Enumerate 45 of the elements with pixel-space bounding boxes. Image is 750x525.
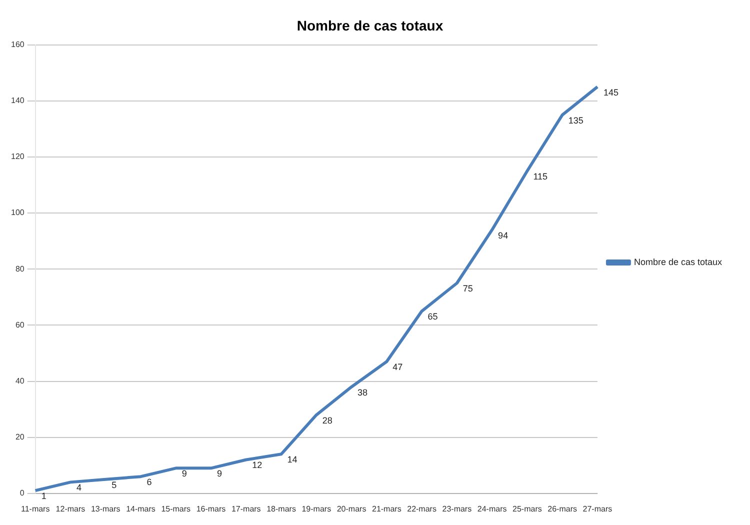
data-label: 47: [392, 362, 403, 372]
data-label: 12: [252, 460, 262, 470]
y-tick-label: 160: [10, 40, 25, 50]
x-tick-label: 24-mars: [477, 504, 507, 514]
x-tick-label: 27-mars: [582, 504, 612, 514]
y-tick-label: 100: [10, 208, 25, 218]
y-tick-label: 60: [15, 320, 25, 330]
data-label: 115: [533, 171, 548, 182]
data-label: 28: [322, 415, 332, 426]
data-label: 65: [428, 312, 438, 322]
x-tick-label: 11-mars: [20, 504, 50, 514]
data-label: 9: [217, 468, 222, 479]
x-tick-label: 23-mars: [442, 504, 472, 514]
y-tick-label: 0: [20, 488, 25, 498]
data-label: 14: [287, 454, 298, 465]
x-tick-label: 20-mars: [336, 504, 366, 514]
x-tick-label: 12-mars: [56, 504, 86, 514]
x-tick-label: 14-mars: [126, 504, 156, 514]
y-tick-label: 140: [10, 96, 25, 106]
x-tick-label: 22-mars: [407, 504, 436, 514]
y-tick-label: 80: [15, 264, 25, 274]
x-tick-label: 17-mars: [231, 504, 261, 514]
y-tick-label: 20: [15, 432, 25, 442]
data-label: 38: [358, 387, 368, 398]
x-tick-label: 25-mars: [512, 504, 542, 514]
x-tick-label: 18-mars: [266, 504, 296, 514]
x-tick-label: 16-mars: [196, 504, 226, 514]
chart-title: Nombre de cas totaux: [296, 17, 444, 34]
data-label: 94: [498, 230, 508, 240]
x-tick-label: 19-mars: [302, 504, 332, 514]
data-label: 1: [41, 491, 46, 502]
y-tick-label: 40: [15, 376, 25, 386]
data-label: 6: [146, 477, 152, 488]
data-label: 5: [112, 480, 117, 490]
x-tick-label: 21-mars: [372, 504, 402, 514]
x-tick-label: 13-mars: [90, 504, 120, 514]
x-tick-label: 15-mars: [161, 504, 191, 514]
x-tick-label: 26-mars: [548, 504, 577, 514]
y-tick-label: 120: [10, 152, 25, 162]
data-label: 9: [182, 468, 187, 479]
data-label: 135: [568, 115, 584, 126]
legend-label: Nombre de cas totaux: [634, 256, 722, 267]
data-label: 75: [462, 284, 473, 294]
data-label: 4: [76, 482, 82, 493]
data-label: 145: [603, 87, 618, 98]
